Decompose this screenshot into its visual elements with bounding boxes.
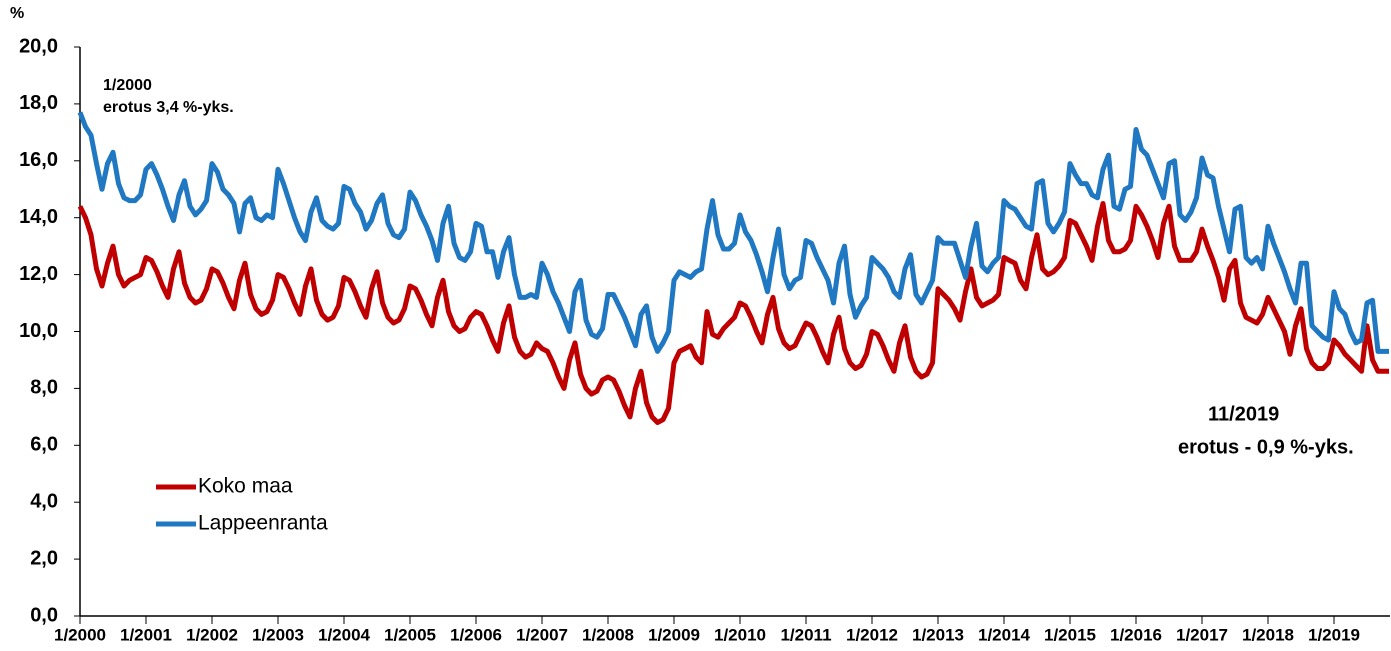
x-tick-label: 1/2018 (1242, 625, 1294, 644)
x-tick-label: 1/2013 (912, 625, 964, 644)
annotation-box (1172, 400, 1387, 468)
x-tick-label: 1/2002 (186, 625, 238, 644)
x-tick-label: 1/2009 (648, 625, 700, 644)
x-tick-label: 1/2012 (846, 625, 898, 644)
annotation: 11/2019 (1208, 403, 1279, 425)
x-tick-label: 1/2015 (1044, 625, 1096, 644)
x-tick-label: 1/2014 (978, 625, 1031, 644)
y-tick-label: 12,0 (19, 263, 58, 285)
x-tick-label: 1/2001 (120, 625, 172, 644)
x-tick-label: 1/2016 (1110, 625, 1162, 644)
x-tick-label: 1/2004 (318, 625, 371, 644)
legend-label: Koko maa (198, 475, 293, 498)
y-tick-label: 6,0 (30, 434, 58, 456)
legend-box (148, 466, 358, 546)
y-tick-label: 14,0 (19, 206, 58, 228)
y-tick-label: 2,0 (30, 547, 58, 569)
x-tick-label: 1/2007 (516, 625, 568, 644)
y-tick-label: 4,0 (30, 490, 58, 512)
x-tick-label: 1/2008 (582, 625, 634, 644)
x-tick-label: 1/2017 (1176, 625, 1228, 644)
annotation: erotus - 0,9 %-yks. (1178, 436, 1354, 458)
x-tick-label: 1/2011 (780, 625, 831, 644)
x-tick-label: 1/2000 (54, 625, 106, 644)
y-unit: % (10, 5, 24, 22)
annotation: erotus 3,4 %-yks. (103, 99, 234, 116)
x-tick-label: 1/2006 (450, 625, 502, 644)
y-tick-label: 0,0 (30, 604, 58, 626)
x-tick-label: 1/2005 (384, 625, 436, 644)
y-tick-label: 20,0 (19, 35, 58, 57)
x-tick-label: 1/2010 (714, 625, 766, 644)
line-series (77, 111, 1389, 354)
x-tick-label: 1/2003 (252, 625, 304, 644)
x-tick-label: 1/2019 (1308, 625, 1360, 644)
annotation: 1/2000 (103, 77, 152, 94)
y-tick-label: 16,0 (19, 149, 58, 171)
y-tick-label: 10,0 (19, 320, 58, 342)
y-tick-label: 18,0 (19, 92, 58, 114)
line-series (77, 201, 1389, 425)
y-tick-label: 8,0 (30, 377, 58, 399)
annotation-box (95, 72, 285, 124)
legend-label: Lappeenranta (198, 512, 328, 535)
